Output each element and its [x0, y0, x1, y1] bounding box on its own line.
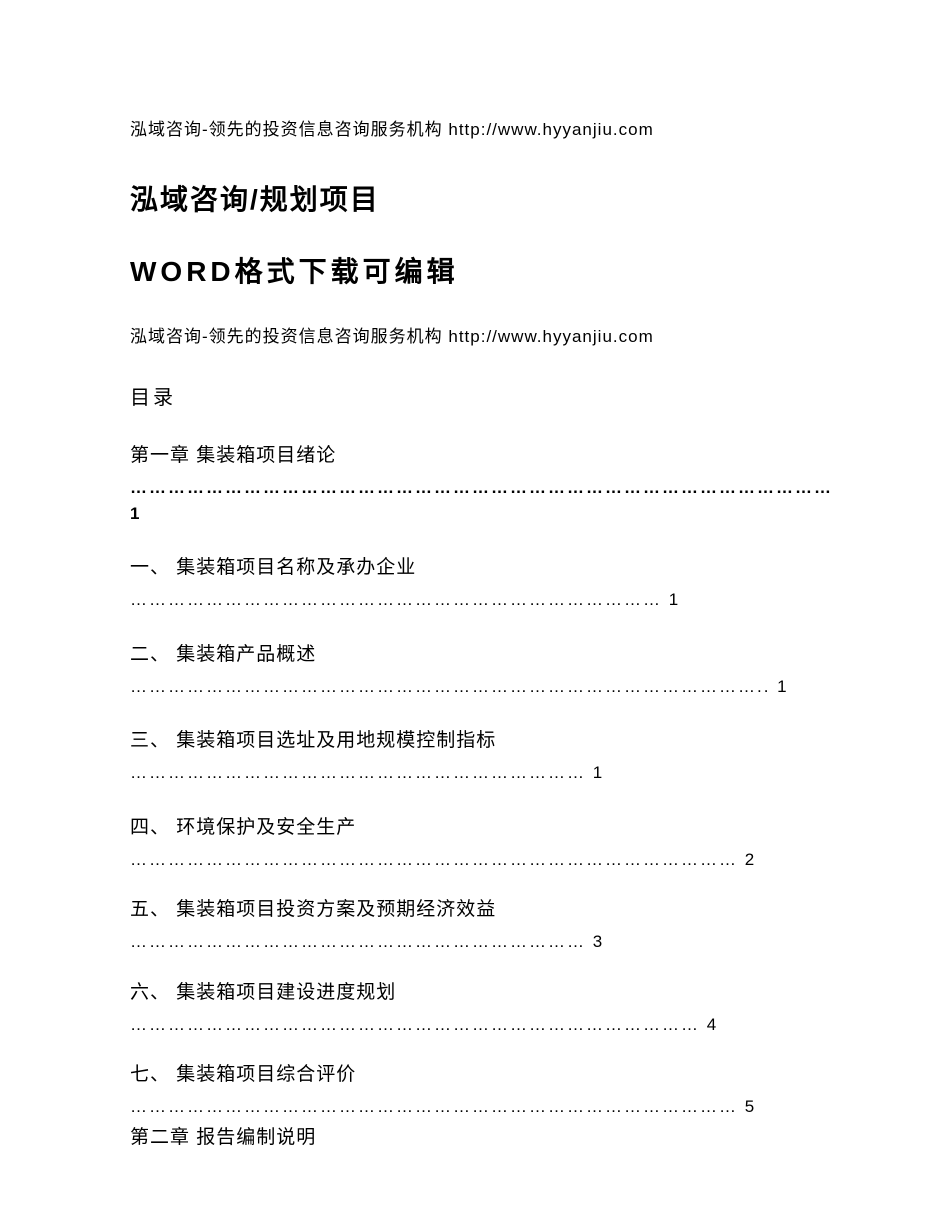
section-7-title: 七、 集装箱项目综合评价 — [130, 1059, 820, 1086]
section-1-dots: ………………………………………………………………………… 1 — [130, 587, 820, 613]
section-4-title: 四、 环境保护及安全生产 — [130, 812, 820, 839]
section-2-dots: ……………………………………………………………………………………….. 1 — [130, 674, 820, 700]
section-1-title: 一、 集装箱项目名称及承办企业 — [130, 552, 820, 579]
section-3-dots: ……………………………………………………………… 1 — [130, 760, 820, 786]
section-5-dots: ……………………………………………………………… 3 — [130, 929, 820, 955]
section-5-title: 五、 集装箱项目投资方案及预期经济效益 — [130, 894, 820, 921]
chapter-2-title: 第二章 报告编制说明 — [130, 1122, 820, 1149]
section-7-dots: …………………………………………………………………………………… 5 — [130, 1094, 820, 1120]
section-2-title: 二、 集装箱产品概述 — [130, 639, 820, 666]
chapter-1-title: 第一章 集装箱项目绪论 — [130, 440, 820, 467]
chapter-1-dots: ………………………………………………………………………………………………… 1 — [130, 475, 820, 526]
section-6-title: 六、 集装箱项目建设进度规划 — [130, 977, 820, 1004]
section-3-title: 三、 集装箱项目选址及用地规模控制指标 — [130, 725, 820, 752]
document-title-2: WORD格式下载可编辑 — [130, 250, 820, 290]
page-header-2: 泓域咨询-领先的投资信息咨询服务机构 http://www.hyyanjiu.c… — [130, 322, 820, 347]
section-4-dots: …………………………………………………………………………………… 2 — [130, 847, 820, 873]
section-6-dots: ……………………………………………………………………………… 4 — [130, 1012, 820, 1038]
page-header: 泓域咨询-领先的投资信息咨询服务机构 http://www.hyyanjiu.c… — [130, 115, 820, 140]
toc-heading: 目录 — [130, 381, 820, 410]
document-title-1: 泓域咨询/规划项目 — [130, 178, 820, 218]
